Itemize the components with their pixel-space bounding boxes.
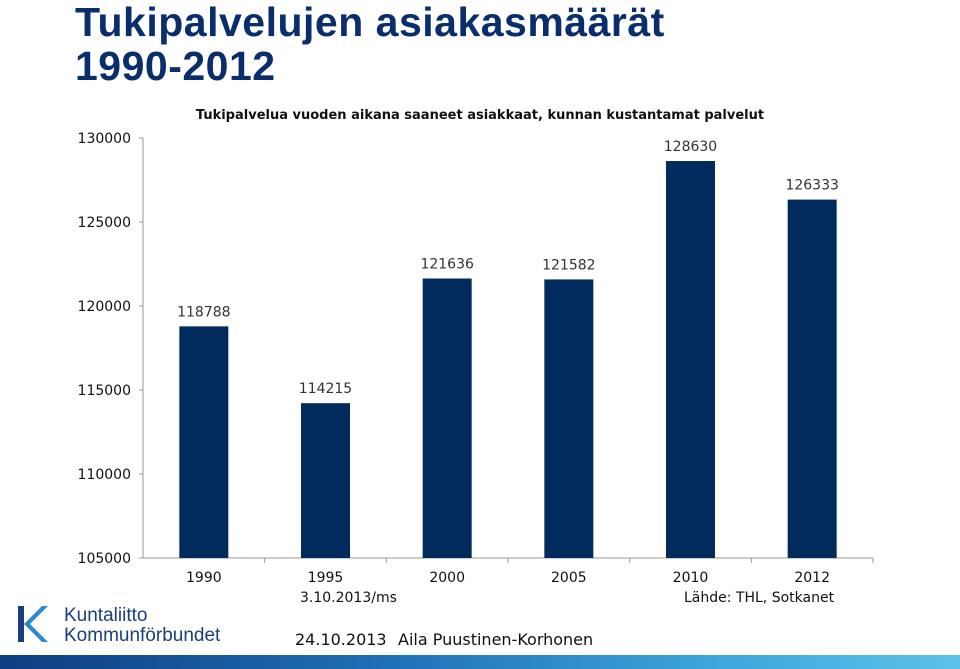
title-line-2: 1990-2012: [75, 43, 276, 89]
bar-1995: [301, 403, 350, 558]
bar-chart: Tukipalvelua vuoden aikana saaneet asiak…: [78, 108, 874, 586]
title-line-1: Tukipalvelujen asiakasmäärät: [75, 0, 665, 45]
data-label: 128630: [664, 139, 717, 155]
footer-date: 24.10.2013: [295, 630, 387, 649]
y-tick-label: 105000: [78, 551, 131, 567]
y-tick-label: 115000: [78, 383, 131, 399]
data-label: 118788: [177, 304, 230, 320]
bar-2010: [666, 161, 715, 559]
chart-source: Lähde: THL, Sotkanet: [684, 590, 835, 606]
y-tick-label: 130000: [78, 131, 131, 147]
kuntaliitto-logo: Kuntaliitto Kommunförbundet: [14, 602, 220, 650]
footer-bar: [0, 655, 960, 669]
bar-1990: [179, 326, 229, 558]
x-tick-label: 2005: [551, 570, 587, 586]
data-label: 114215: [299, 381, 352, 397]
x-tick-label: 1990: [186, 570, 222, 586]
footer-author: Aila Puustinen-Korhonen: [398, 630, 594, 649]
y-tick-label: 110000: [78, 467, 131, 483]
x-tick-label: 2000: [429, 570, 465, 586]
logo-line-1: Kuntaliitto: [64, 605, 148, 626]
data-label: 121636: [420, 257, 474, 273]
data-label: 126333: [785, 178, 838, 194]
logo-line-2: Kommunförbundet: [64, 625, 221, 646]
x-tick-label: 2012: [794, 570, 830, 586]
page-title: Tukipalvelujen asiakasmäärät 1990-2012: [75, 0, 665, 88]
kuntaliitto-logo-icon: [18, 606, 48, 642]
y-tick-label: 125000: [78, 215, 131, 231]
bar-2005: [544, 279, 594, 558]
y-tick-label: 120000: [78, 299, 131, 315]
chart-title: Tukipalvelua vuoden aikana saaneet asiak…: [196, 108, 764, 123]
data-label: 121582: [542, 257, 595, 273]
bar-2012: [787, 199, 837, 559]
bar-2000: [422, 278, 472, 558]
chart-note-date: 3.10.2013/ms: [300, 590, 397, 606]
x-tick-label: 1995: [308, 570, 344, 586]
x-tick-label: 2010: [673, 570, 709, 586]
